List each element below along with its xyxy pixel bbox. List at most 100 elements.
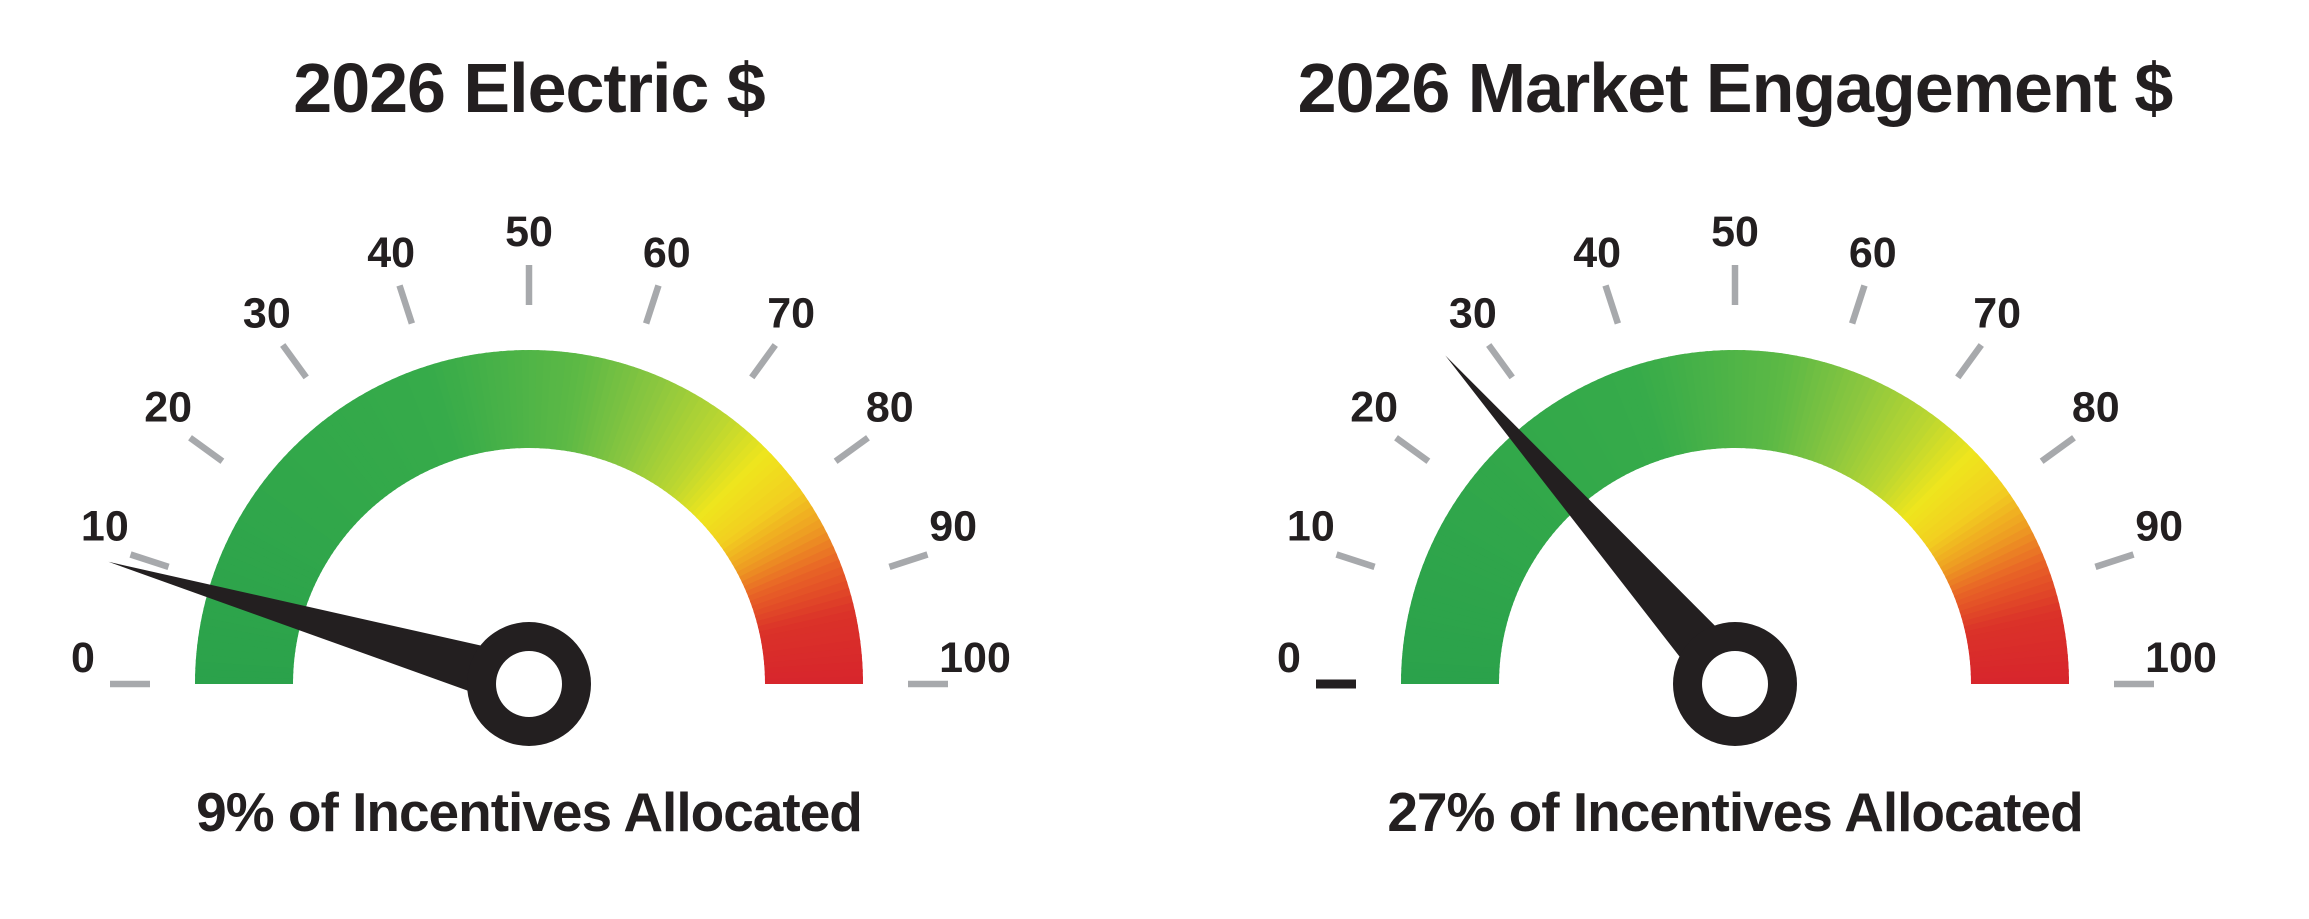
gauge-arc-segment [1873,413,1940,498]
tick-label: 100 [939,634,1011,682]
gauge-arc-segment [1925,487,2012,552]
gauge-arc-segment [1969,646,2068,665]
tick-mark [1394,435,1431,464]
tick-label: 70 [1973,289,2021,337]
gauge-arc-segment [411,367,454,464]
gauge-arc-segment [1427,543,1521,592]
tick-mark [1486,343,1515,380]
gauge-arc-segment [1460,485,1546,550]
tick-label: 40 [367,229,415,277]
gauge-arc-segment [1440,516,1531,573]
gauge-arc-segment [1822,374,1869,468]
gauge-arc-segment [762,631,861,655]
gauge-arc-segment [314,421,384,503]
gauge-arc-segment [1526,416,1594,500]
gauge-arc-segment [1957,573,2054,614]
gauge-arc-segment [621,376,670,470]
gauge-arc-segment [1448,503,1537,563]
gauge-arc-segment [734,519,825,574]
gauge-arc-segment [762,639,862,660]
tick-label: 30 [243,289,291,337]
gauge-arc-segment [1705,350,1722,449]
gauge-arc-segment [345,399,406,488]
gauge-arc-segment [1583,381,1635,474]
gauge-electric: 0 10 20 30 40 50 60 70 80 90 100 [71,208,1011,746]
gauge-arc-segment [1865,405,1928,492]
gauge-arc-segment [1842,386,1896,478]
tick-mark [280,343,309,380]
gauge-arc-segment [1909,458,1989,531]
gauge-arc-segment [390,375,439,470]
gauge-arc-segment [1434,529,1526,582]
gauge-arc-segment [1675,353,1701,452]
gauge-arc-segment [645,393,703,483]
gauge-arc-segment [292,440,368,518]
tick-label: 60 [643,229,691,277]
gauge-arc-segment [1869,409,1934,495]
gauge-arc-segment [1544,403,1607,491]
tick-label: 10 [81,502,129,550]
tick-mark [188,435,225,464]
gauge-arc-segment [425,363,464,460]
gauge-arc-segment [326,412,392,497]
gauge-arc-segment [242,503,331,563]
gauge-arc-segment [616,374,663,468]
gauge-arc-segment [1653,357,1685,456]
tick-label: 30 [1449,289,1497,337]
tick-label: 50 [1711,208,1759,256]
gauge-arc-segment [1638,361,1675,458]
gauge-arc-segment [626,379,677,473]
gauge-arc-segment [332,407,397,494]
gauge-market-engagement-caption: 27% of Incentives Allocated [1387,781,2083,843]
gauge-arc-segment [1856,397,1916,486]
gauge-electric-title: 2026 Electric $ [293,49,765,127]
gauge-arc-segment [228,529,320,582]
gauge-arc-segment [1959,580,2056,619]
gauge-arc-segment [1610,370,1655,465]
tick-mark [129,551,170,570]
gauge-ticks: 0 10 20 30 40 50 60 70 80 90 100 [1277,208,2217,689]
gauge-arc-segment [719,487,806,552]
tick-label: 20 [1350,384,1398,432]
gauge-arc-segment [258,479,343,546]
gauge-arc-segment [454,356,484,454]
gauge-arc-segment [254,485,340,550]
tick-mark [396,284,415,325]
gauge-arc-segment [713,475,797,543]
gauge-arc-segment [761,624,860,650]
gauge-arc-segment [1949,545,2044,594]
gauge-arc-segment [238,510,328,568]
needle-hub-center [496,651,562,717]
gauge-arc-segment [1478,462,1559,533]
gauge-arc-segment [221,543,315,592]
tick-label: 90 [929,502,977,550]
gauge-needle [1445,355,1756,702]
gauge-arc-segment [1968,631,2067,655]
gauge-arc-segment [263,473,346,542]
gauge-arc-segment [663,409,728,495]
gauge-arc-segment [706,464,788,535]
gauge-arc-segment [1473,467,1556,537]
gauge-arc-segment [1942,525,2034,579]
gauge-arc-segment [1940,519,2031,574]
gauge-arc-segment [688,437,762,515]
gauge-arc-segment [1837,383,1890,475]
gauge-arc-segment [499,350,516,449]
gauge-arc-segment [1832,379,1883,473]
gauge-arc-segment [246,497,334,559]
gauge-arc-segment [1430,536,1524,587]
tick-label: 70 [767,289,815,337]
gauge-arc-segment [1532,412,1598,497]
gauge-arc-segment [640,389,697,480]
gauge-arc-segment [1551,399,1612,488]
gauge-arc-segment [650,397,710,486]
gauge-arc-segment [357,392,415,482]
gauge-arc-segment [1947,539,2041,589]
gauge-arc-segment [1860,401,1922,489]
gauge-arc-segment [1954,559,2049,604]
gauge-arc-segment [224,536,318,587]
gauge-arc-segment [731,512,821,570]
gauge-arc-segment [667,413,734,498]
gauge-needle [108,561,537,710]
gauge-arc-segment [298,435,372,514]
